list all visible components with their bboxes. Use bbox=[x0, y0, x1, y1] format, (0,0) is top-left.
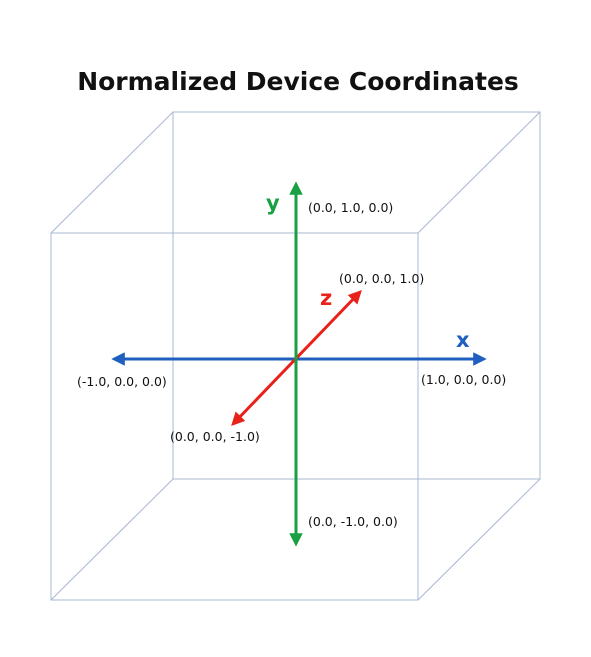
cube-back-face bbox=[172, 111, 541, 480]
diagram-title: Normalized Device Coordinates bbox=[77, 67, 519, 96]
x-positive-label: (1.0, 0.0, 0.0) bbox=[421, 372, 506, 387]
y-positive-label: (0.0, 1.0, 0.0) bbox=[308, 200, 393, 215]
z-positive-label: (0.0, 0.0, 1.0) bbox=[339, 271, 424, 286]
ndc-cube bbox=[50, 111, 541, 601]
cube-edge-bottom-left bbox=[50, 478, 174, 601]
cube-front-face bbox=[50, 232, 419, 601]
cube-edge-top-right bbox=[417, 111, 541, 234]
z-negative-label: (0.0, 0.0, -1.0) bbox=[170, 429, 260, 444]
y-negative-label: (0.0, -1.0, 0.0) bbox=[308, 514, 398, 529]
x-negative-label: (-1.0, 0.0, 0.0) bbox=[77, 374, 167, 389]
cube-edge-top-left bbox=[50, 111, 174, 234]
x-axis-letter: x bbox=[456, 328, 470, 352]
z-axis-letter: z bbox=[320, 286, 332, 310]
y-axis-letter: y bbox=[266, 191, 280, 215]
cube-edge-bottom-right bbox=[417, 478, 541, 601]
